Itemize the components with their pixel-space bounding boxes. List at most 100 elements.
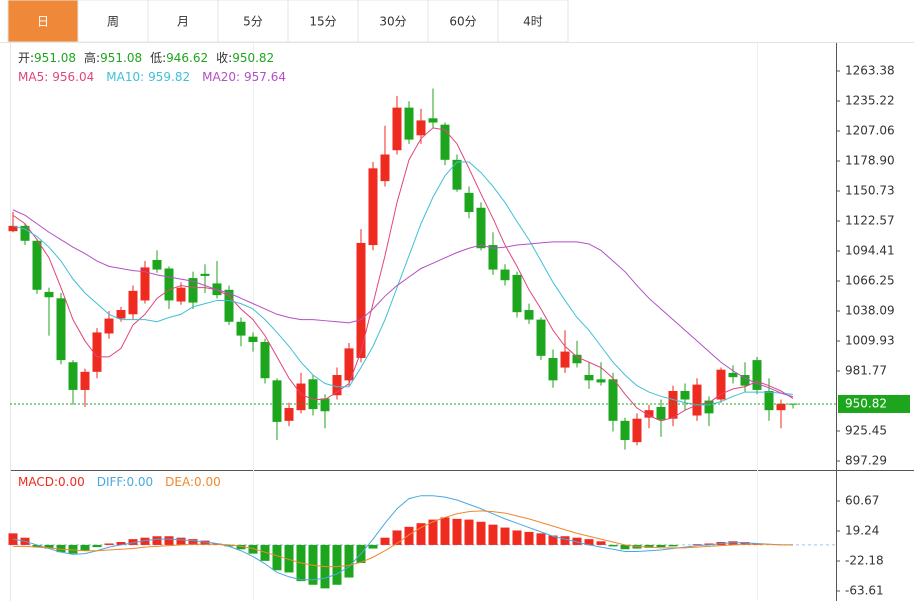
tab[interactable]: 日: [7, 0, 79, 43]
tab-label[interactable]: 30分: [379, 15, 406, 29]
candle-body: [716, 369, 726, 400]
y-tick-label: 1263.38: [845, 63, 895, 77]
legend-name: MACD:: [18, 475, 58, 489]
ma-line: [12, 161, 794, 406]
candle-body: [392, 107, 402, 151]
tab-label[interactable]: 60分: [449, 15, 476, 29]
ohlc-value: 950.82: [232, 51, 274, 65]
candle-body: [332, 375, 342, 396]
macd-legend: MACD:0.00 DIFF:0.00 DEA:0.00: [18, 475, 221, 489]
candle-body: [380, 154, 390, 182]
candle-body: [632, 418, 642, 443]
tab-bg[interactable]: [287, 0, 359, 43]
tab-label[interactable]: 4时: [523, 15, 543, 29]
macd-bar: [500, 527, 510, 545]
ohlc-value: 951.08: [100, 51, 142, 65]
macd-bar: [740, 542, 750, 545]
macd-bar: [176, 537, 186, 545]
macd-bar: [572, 537, 582, 545]
tab-bg[interactable]: [147, 0, 219, 43]
candle-body: [584, 375, 594, 381]
y-tick-label: 897.29: [845, 454, 887, 468]
candle-body: [704, 400, 714, 414]
macd-bar: [128, 539, 138, 545]
y-tick-label: -63.61: [845, 583, 884, 597]
macd-bar: [56, 544, 66, 553]
tab-label[interactable]: 日: [37, 15, 49, 29]
tab[interactable]: 15分: [287, 0, 359, 43]
y-tick-label: 1150.73: [845, 184, 895, 198]
macd-bar: [548, 535, 558, 545]
candle-body: [176, 287, 186, 302]
candle-body: [248, 336, 258, 342]
candle-body: [428, 118, 438, 123]
candle-body: [764, 390, 774, 411]
candle-body: [524, 310, 534, 320]
tab[interactable]: 60分: [427, 0, 499, 43]
candle-body: [476, 207, 486, 249]
macd-bar: [284, 544, 294, 573]
candle-body: [92, 332, 102, 372]
tab[interactable]: 5分: [217, 0, 289, 43]
candle-body: [116, 310, 126, 319]
candle-body: [644, 410, 654, 418]
macd-bar: [140, 537, 150, 545]
candle-body: [236, 321, 246, 336]
tab-label[interactable]: 15分: [309, 15, 336, 29]
candle-body: [320, 398, 330, 412]
macd-bar: [92, 544, 102, 548]
candle-body: [104, 318, 114, 334]
ohlc-value: 946.62: [166, 51, 208, 65]
macd-bar: [368, 544, 378, 549]
candle-body: [20, 225, 30, 241]
y-tick-label: 1122.57: [845, 214, 895, 228]
macd-bar: [272, 544, 282, 571]
y-tick-label: 981.77: [845, 364, 887, 378]
macd-bar: [644, 544, 654, 548]
tab-label[interactable]: 周: [107, 15, 119, 29]
price-tag: [838, 394, 910, 413]
candle-body: [308, 379, 318, 410]
y-tick-label: 1235.22: [845, 93, 895, 107]
tab[interactable]: 周: [77, 0, 149, 43]
candle-body: [596, 379, 606, 383]
ma-line: [12, 209, 794, 398]
tab[interactable]: 4时: [497, 0, 569, 43]
macd-bar: [464, 519, 474, 545]
tab-bar: 日 周 月 5分 15分 30分 60分 4时: [7, 0, 569, 43]
macd-bar: [428, 519, 438, 545]
legend-value: 956.04: [52, 70, 94, 84]
candle-body: [260, 341, 270, 379]
ohlc-label: 高:: [84, 50, 100, 65]
legend-value: 957.64: [244, 70, 286, 84]
candle-body: [356, 242, 366, 358]
candle-body: [536, 319, 546, 356]
legend-value: 0.00: [126, 475, 153, 489]
legend-name: MA10:: [106, 70, 144, 84]
candle-body: [272, 380, 282, 422]
candle-body: [512, 274, 522, 313]
candle-body: [80, 371, 90, 390]
candle-body: [752, 360, 762, 390]
macd-bar: [692, 544, 702, 545]
macd-bar: [80, 544, 90, 551]
tab-label[interactable]: 月: [177, 15, 189, 29]
tab[interactable]: 30分: [357, 0, 429, 43]
legend-value: 959.82: [148, 70, 190, 84]
y-tick-label: 1207.06: [845, 123, 895, 137]
ma-line: [12, 127, 794, 422]
candle-body: [500, 269, 510, 281]
candle-body: [68, 362, 78, 390]
candle-body: [440, 124, 450, 160]
macd-bar: [224, 544, 234, 547]
candle-body: [284, 408, 294, 421]
tab-label[interactable]: 5分: [243, 15, 263, 29]
macd-bar: [152, 536, 162, 545]
macd-line: [13, 510, 793, 568]
tab[interactable]: 月: [147, 0, 219, 43]
y-tick-label: 19.24: [845, 524, 879, 538]
macd-bar: [260, 544, 270, 561]
candle-body: [608, 379, 618, 421]
tab-bg[interactable]: [497, 0, 569, 43]
